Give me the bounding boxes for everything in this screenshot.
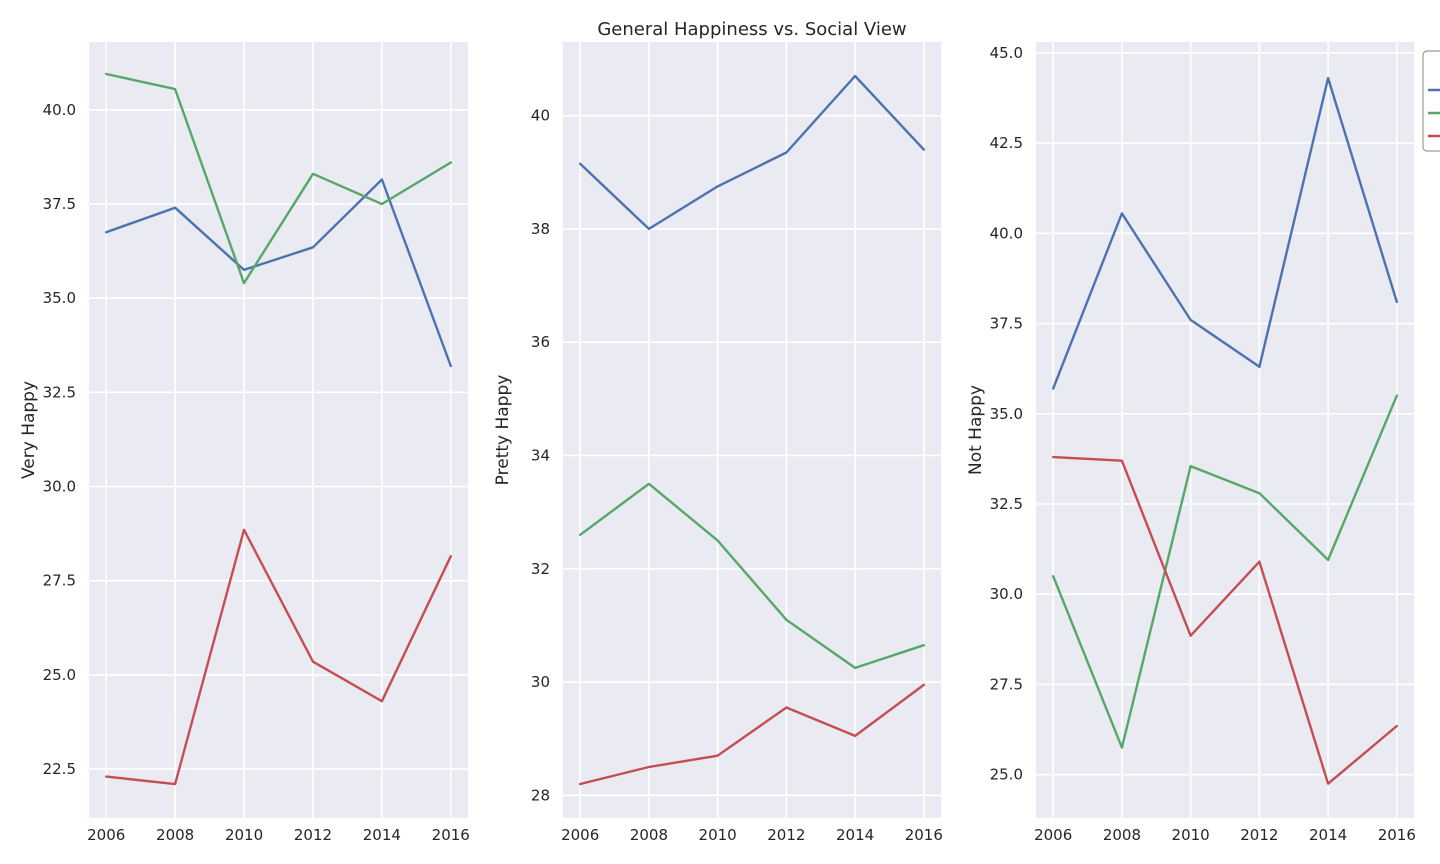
x-tick-label: 2014 bbox=[836, 826, 874, 844]
y-tick-label: 32.5 bbox=[990, 495, 1023, 513]
subplot-3: 2006 2008 2010 2012 2014 2016 25.0 27.5 30.0 32.5… bbox=[966, 42, 1416, 844]
series-line-2 bbox=[579, 482, 925, 670]
legend-box bbox=[1422, 50, 1440, 152]
x-tick-label: 2008 bbox=[630, 826, 668, 844]
y-tick-label: 35.0 bbox=[43, 289, 76, 307]
figure-title: General Happiness vs. Social View bbox=[597, 19, 906, 40]
series-line-3 bbox=[579, 683, 925, 786]
y-tick-label: 27.5 bbox=[43, 572, 76, 590]
legend bbox=[1422, 50, 1440, 152]
y-tick-label: 34 bbox=[531, 446, 550, 464]
y-tick-label: 22.5 bbox=[43, 760, 76, 778]
series-line-3 bbox=[1051, 455, 1399, 785]
series-line-2 bbox=[1051, 394, 1399, 749]
y-tick-label: 32.5 bbox=[43, 383, 76, 401]
y-tick-label: 27.5 bbox=[990, 675, 1023, 693]
x-tick-label: 2008 bbox=[156, 826, 194, 844]
x-tick-label: 2006 bbox=[561, 826, 599, 844]
y-tick-label: 45.0 bbox=[990, 44, 1023, 62]
y-tick-label: 35.0 bbox=[990, 405, 1023, 423]
subplots: 2006 2008 2010 2012 2014 2016 22.5 25.0 27.5 30.0… bbox=[19, 42, 1416, 844]
y-tick-label: 30.0 bbox=[990, 585, 1023, 603]
y-tick-label: 40.0 bbox=[990, 224, 1023, 242]
plot-area bbox=[1036, 42, 1414, 818]
y-axis-label: Pretty Happy bbox=[493, 375, 513, 486]
series-line-1 bbox=[1051, 76, 1399, 390]
y-tick-label: 37.5 bbox=[990, 315, 1023, 333]
x-tick-label: 2016 bbox=[432, 826, 470, 844]
x-tick-label: 2008 bbox=[1103, 826, 1141, 844]
y-axis-label: Not Happy bbox=[966, 385, 986, 475]
subplot-1: 2006 2008 2010 2012 2014 2016 22.5 25.0 27.5 30.0… bbox=[19, 42, 470, 844]
y-tick-label: 32 bbox=[531, 560, 550, 578]
x-tick-label: 2012 bbox=[294, 826, 332, 844]
x-tick-label: 2010 bbox=[225, 826, 263, 844]
y-tick-label: 37.5 bbox=[43, 195, 76, 213]
y-tick-label: 28 bbox=[531, 786, 550, 804]
series-line-1 bbox=[104, 178, 452, 368]
x-tick-label: 2010 bbox=[1172, 826, 1210, 844]
series-line-2 bbox=[104, 72, 452, 285]
x-tick-label: 2006 bbox=[1034, 826, 1072, 844]
y-tick-label: 30.0 bbox=[43, 478, 76, 496]
series-line-3 bbox=[104, 528, 452, 786]
x-tick-label: 2012 bbox=[1240, 826, 1278, 844]
x-tick-label: 2014 bbox=[363, 826, 401, 844]
y-tick-label: 40.0 bbox=[43, 101, 76, 119]
plot-area bbox=[563, 42, 941, 818]
y-tick-label: 36 bbox=[531, 333, 550, 351]
x-tick-label: 2006 bbox=[87, 826, 125, 844]
x-tick-label: 2010 bbox=[699, 826, 737, 844]
y-tick-label: 25.0 bbox=[990, 766, 1023, 784]
y-tick-label: 38 bbox=[531, 220, 550, 238]
plot-area bbox=[89, 42, 468, 818]
x-tick-label: 2012 bbox=[767, 826, 805, 844]
x-tick-label: 2014 bbox=[1309, 826, 1347, 844]
x-tick-label: 2016 bbox=[905, 826, 943, 844]
x-tick-label: 2016 bbox=[1378, 826, 1416, 844]
series-line-1 bbox=[579, 74, 925, 231]
y-tick-label: 30 bbox=[531, 673, 550, 691]
subplot-2: 2006 2008 2010 2012 2014 2016 28 30 32 34 36 38 40 Pr… bbox=[493, 42, 943, 844]
y-axis-label: Very Happy bbox=[19, 381, 39, 479]
y-tick-label: 42.5 bbox=[990, 134, 1023, 152]
y-tick-label: 40 bbox=[531, 107, 550, 125]
y-tick-label: 25.0 bbox=[43, 666, 76, 684]
